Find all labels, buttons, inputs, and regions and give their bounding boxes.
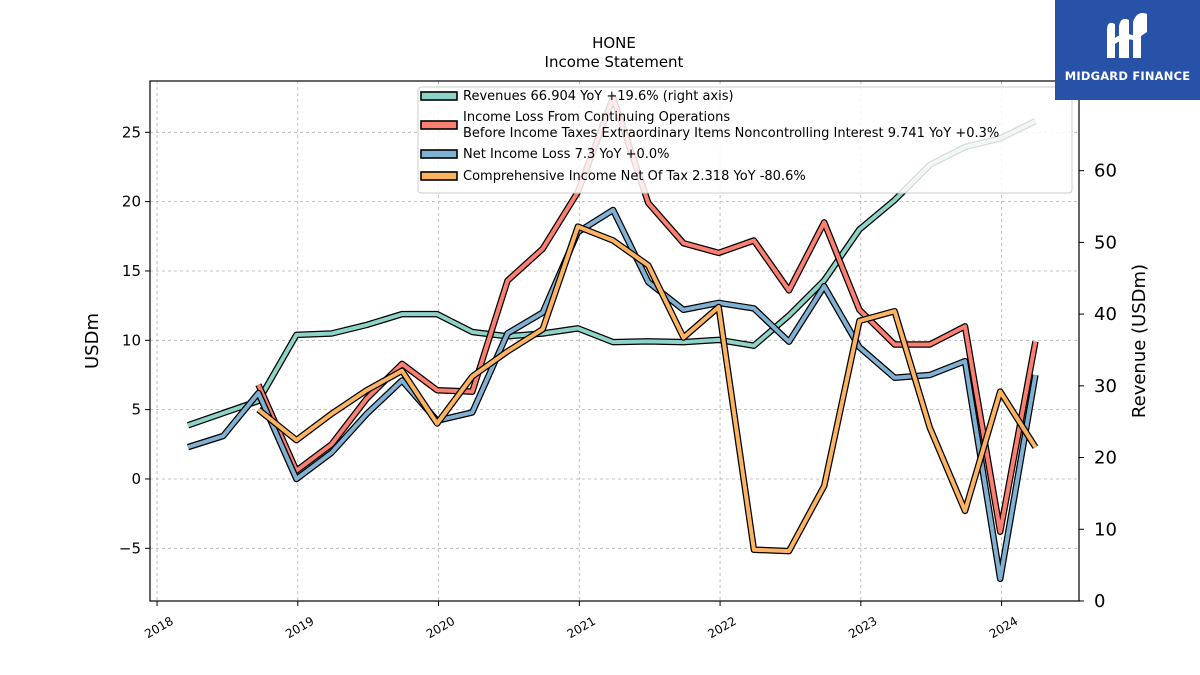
x-tick-label: 2018 [142, 614, 175, 641]
chart-title: HONE [592, 34, 636, 52]
legend-swatch [420, 91, 458, 101]
y-tick-label: 25 [122, 123, 141, 141]
y2-tick-label: 40 [1094, 304, 1117, 325]
y-tick-label: 15 [122, 262, 141, 280]
x-axis-ticks: 2018 2019 2020 2021 2022 2023 2024 [142, 601, 1020, 641]
series-lines [186, 94, 1039, 583]
x-tick-label: 2021 [565, 614, 598, 641]
y-tick-label: −5 [119, 539, 141, 557]
y-tick-label: 0 [131, 470, 141, 488]
y-tick-label: 5 [131, 401, 141, 419]
y2-tick-label: 20 [1094, 448, 1117, 469]
y-tick-label: 20 [122, 193, 141, 211]
left-axis-ticks: −5 0 5 10 15 20 25 [119, 123, 150, 557]
y2-tick-label: 60 [1094, 161, 1117, 182]
series-outline-2 [187, 206, 1039, 583]
y2-tick-label: 50 [1094, 232, 1117, 253]
right-axis-ticks: 0 10 20 30 40 50 60 [1079, 161, 1117, 612]
x-tick-label: 2022 [705, 614, 738, 641]
legend-swatch [420, 171, 458, 181]
brand-name: MIDGARD FINANCE [1064, 69, 1191, 83]
y2-tick-label: 10 [1094, 519, 1117, 540]
legend-swatch [420, 120, 458, 130]
y-tick-label: 10 [122, 331, 141, 349]
legend: Revenues 66.904 YoY +19.6% (right axis) I… [417, 86, 1073, 194]
right-axis-label: Revenue (USDm) [1129, 264, 1150, 418]
legend-label: Net Income Loss 7.3 YoY +0.0% [463, 147, 670, 162]
legend-swatch [420, 149, 458, 159]
legend-box [417, 86, 1073, 194]
series-line-2 [187, 208, 1038, 581]
plot-frame [149, 80, 1080, 602]
x-tick-label: 2023 [846, 614, 879, 641]
legend-label: Comprehensive Income Net Of Tax 2.318 Yo… [463, 169, 806, 184]
legend-label: Revenues 66.904 YoY +19.6% (right axis) [463, 89, 734, 104]
x-tick-label: 2024 [987, 614, 1020, 641]
chart-subtitle: Income Statement [545, 53, 684, 71]
series-line-0 [187, 119, 1037, 428]
y2-tick-label: 30 [1094, 376, 1117, 397]
x-tick-label: 2020 [424, 614, 457, 641]
midgard-m-logo-icon [1107, 13, 1147, 58]
legend-label: Income Loss From Continuing Operations [463, 110, 730, 125]
series-line-3 [257, 224, 1038, 554]
y-axis-label: USDm [82, 313, 103, 369]
legend-label: Before Income Taxes Extraordinary Items … [463, 126, 999, 141]
y2-tick-label: 0 [1094, 591, 1105, 612]
x-tick-label: 2019 [283, 614, 316, 641]
brand-logo: MIDGARD FINANCE [1055, 0, 1200, 100]
